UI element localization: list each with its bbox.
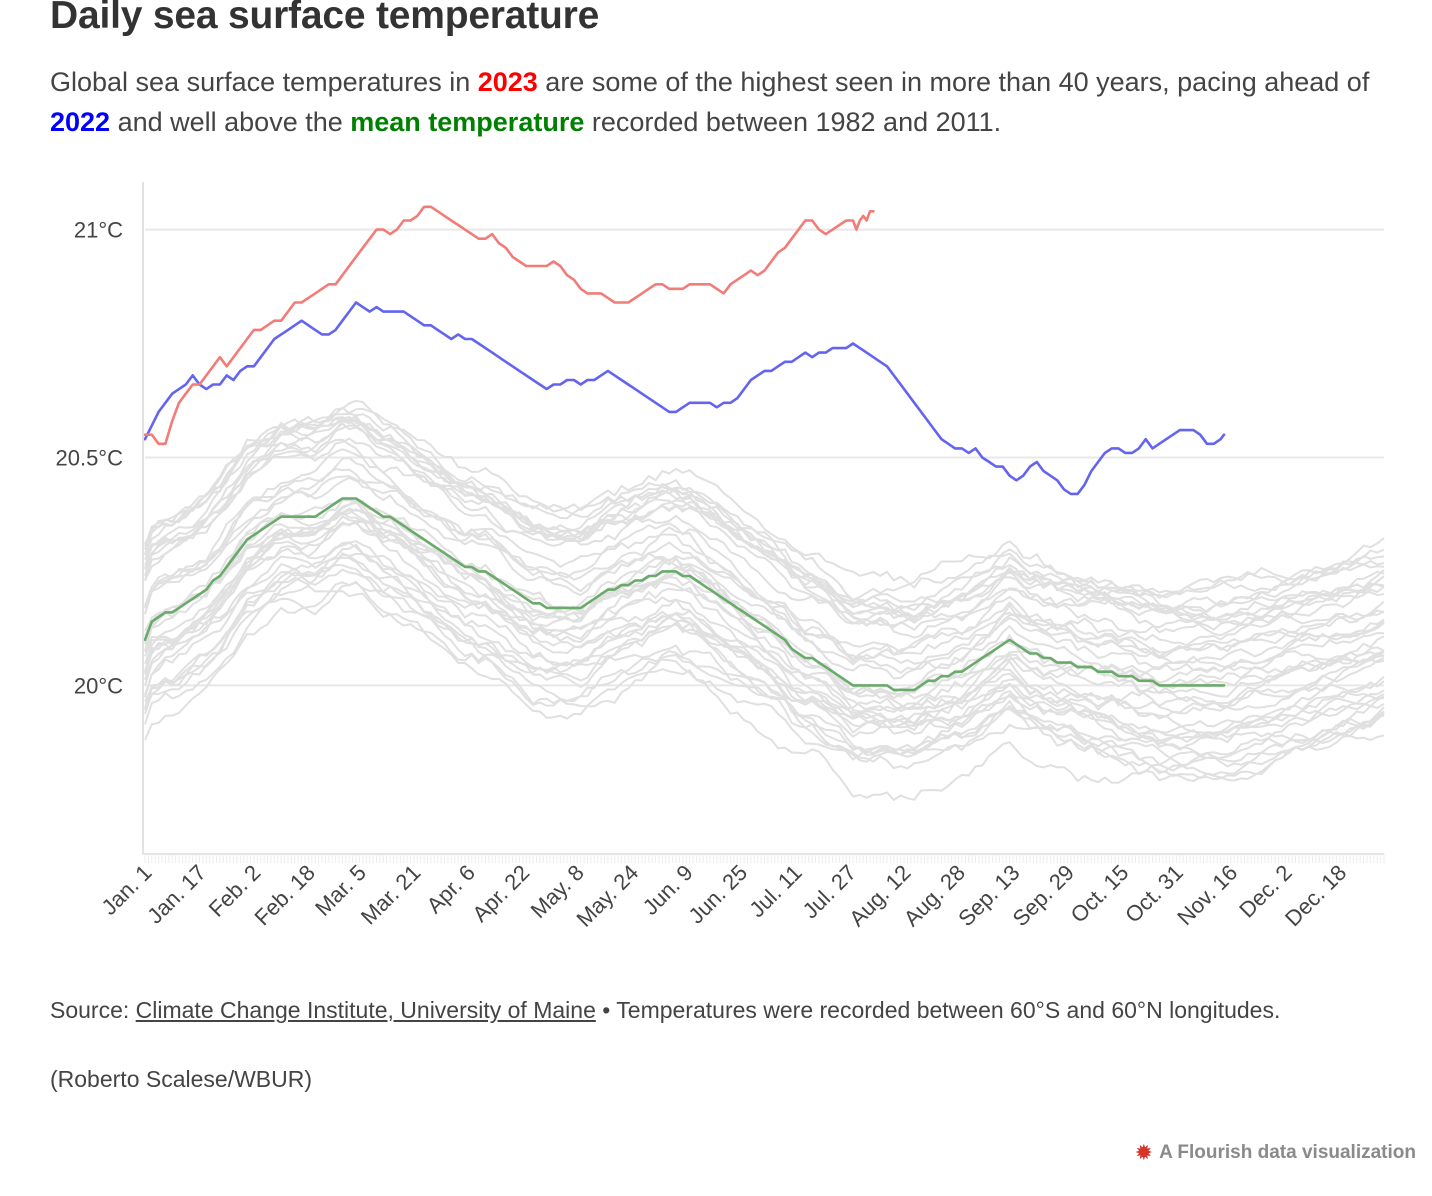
historical-year-line: [144, 541, 1385, 745]
series-2022-line[interactable]: [143, 301, 1226, 496]
subtitle-2023-highlight: 2023: [477, 67, 538, 97]
x-tick-label: May. 24: [571, 860, 643, 932]
historical-year-line: [144, 475, 1385, 661]
historical-year-line: [144, 416, 1385, 613]
x-tick-label: Mar. 21: [356, 860, 426, 930]
photo-credit: (Roberto Scalese/WBUR): [50, 1066, 313, 1092]
historical-year-line: [144, 511, 1385, 700]
x-tick-label: Sep. 29: [1008, 860, 1079, 931]
source-prefix: Source:: [50, 997, 136, 1023]
historical-year-line: [144, 568, 1385, 770]
historical-year-line: [144, 498, 1385, 698]
subtitle-text-1: Global sea surface temperatures in: [50, 67, 478, 97]
subtitle-mean-highlight: mean temperature: [350, 107, 585, 137]
historical-year-line: [144, 556, 1385, 756]
historical-year-line: [144, 418, 1385, 624]
historical-year-line: [144, 584, 1385, 775]
series-mean-line[interactable]: [143, 497, 1226, 692]
x-tick-label: Dec. 18: [1280, 860, 1351, 931]
y-tick-label: 20.5°C: [55, 445, 123, 470]
historical-year-line: [144, 520, 1385, 718]
historical-year-line: [144, 416, 1385, 617]
series-2023-line[interactable]: [143, 205, 875, 446]
historical-year-line: [144, 563, 1385, 776]
subtitle-text-4: recorded between 1982 and 2011.: [584, 107, 1002, 137]
historical-years-lines: [144, 399, 1385, 802]
historical-year-line: [144, 553, 1385, 772]
series-lines: [143, 205, 1226, 692]
x-tick-label: Jul. 11: [744, 860, 806, 922]
historical-year-line: [144, 552, 1385, 776]
chart-title: Daily sea surface temperature: [50, 0, 600, 37]
chart-subtitle: Global sea surface temperatures in 2023 …: [50, 62, 1410, 142]
x-tick-label: Feb. 18: [249, 860, 319, 930]
subtitle-2022-highlight: 2022: [50, 107, 111, 137]
historical-year-line: [144, 467, 1385, 680]
source-note: • Temperatures were recorded between 60°…: [595, 997, 1281, 1023]
x-tick-label: Oct. 15: [1066, 860, 1134, 928]
x-tick-label: Jan. 17: [142, 860, 211, 929]
y-tick-label: 21°C: [74, 218, 123, 243]
historical-year-line: [144, 438, 1385, 634]
subtitle-text-2: are some of the highest seen in more tha…: [537, 67, 1370, 97]
source-link[interactable]: Climate Change Institute, University of …: [135, 997, 596, 1023]
historical-year-line: [144, 399, 1385, 625]
flourish-star-icon: ✹: [1134, 1140, 1154, 1165]
historical-year-line: [144, 406, 1385, 599]
x-tick-label: Apr. 22: [467, 860, 534, 927]
historical-year-line: [144, 476, 1385, 654]
flourish-attribution[interactable]: ✹ A Flourish data visualization: [1135, 1142, 1416, 1164]
x-tick-label: Nov. 16: [1172, 860, 1242, 930]
subtitle-text-3: and well above the: [110, 107, 351, 137]
y-tick-label: 20°C: [74, 673, 123, 698]
x-tick-label: Jun. 25: [683, 860, 752, 929]
chart-footer: Source: Climate Change Institute, Univer…: [50, 992, 1350, 1029]
historical-year-line: [144, 414, 1385, 616]
flourish-label: A Flourish data visualization: [1159, 1142, 1416, 1163]
